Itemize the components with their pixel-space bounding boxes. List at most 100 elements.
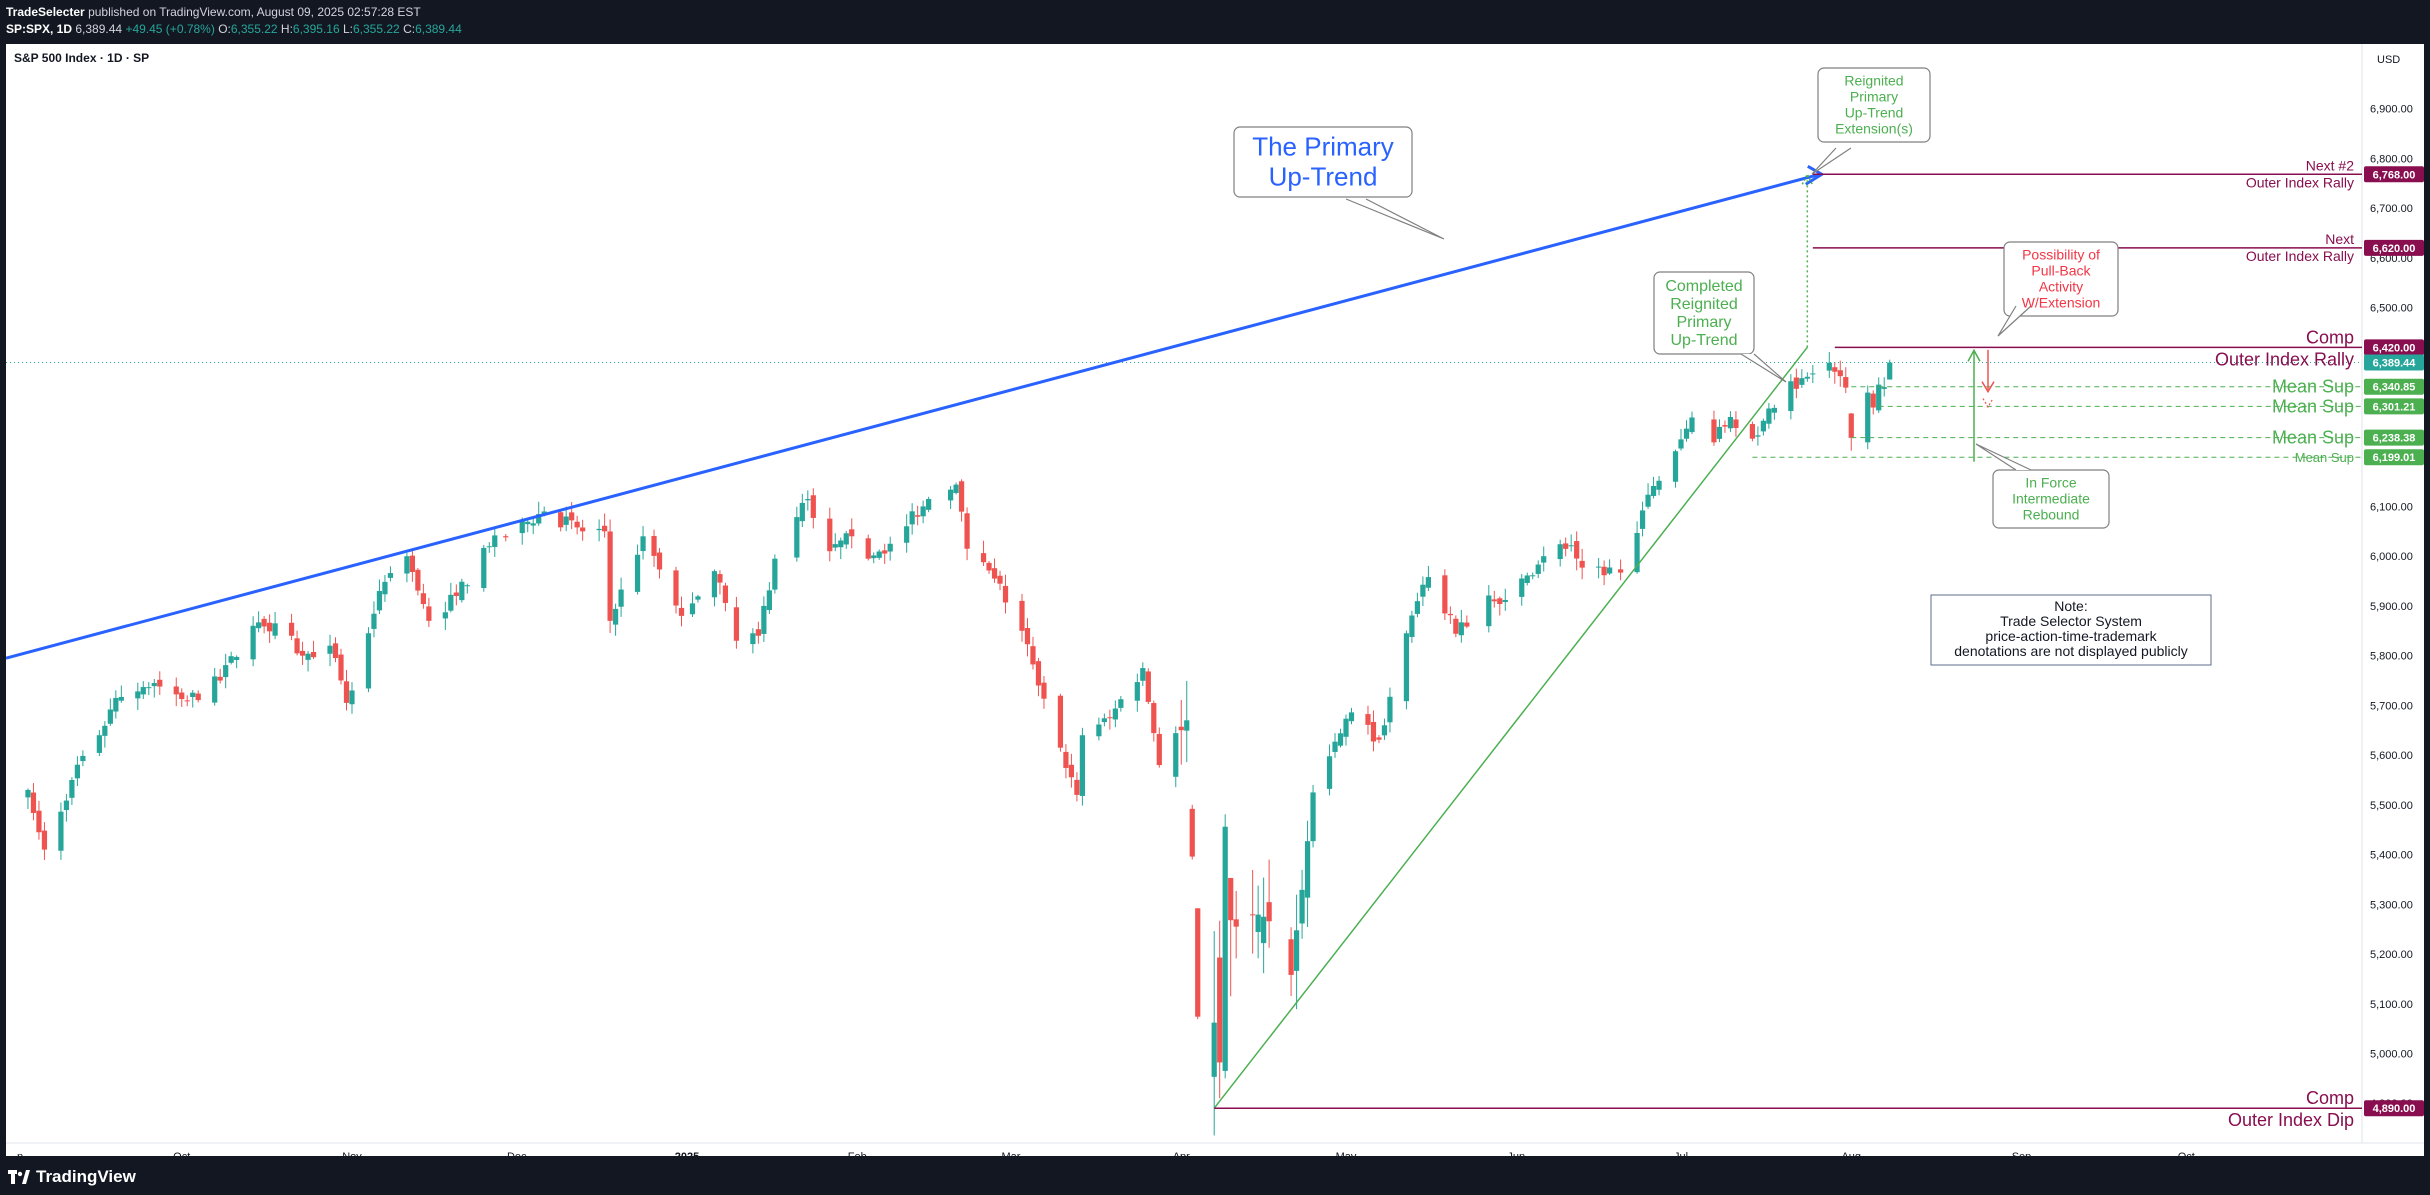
candle: [964, 507, 970, 561]
candle-body: [525, 521, 531, 525]
candle: [1887, 359, 1893, 380]
candle: [294, 630, 300, 656]
candle-body: [1843, 377, 1849, 388]
candle-body: [503, 536, 509, 538]
candle: [1848, 412, 1854, 451]
candle-body: [1870, 393, 1876, 408]
candle: [217, 668, 223, 684]
candle-body: [1596, 566, 1602, 568]
candle-body: [195, 693, 201, 701]
reignited-extension-callout-text: Primary: [1850, 88, 1898, 104]
candle-body: [376, 591, 383, 611]
candle: [69, 777, 75, 805]
completed-callout-text: Up-Trend: [1671, 332, 1738, 349]
candle: [1788, 374, 1794, 420]
candle-body: [1074, 779, 1080, 795]
level-price-tag: [2364, 429, 2424, 446]
candle-body: [1304, 841, 1311, 898]
y-tick-label: 5,500.00: [2370, 800, 2413, 812]
publisher-name[interactable]: TradeSelecter: [6, 5, 85, 19]
candle: [794, 506, 800, 562]
candle-body: [1442, 575, 1448, 614]
tradingview-brand: TradingView: [36, 1167, 136, 1186]
candle: [1250, 869, 1256, 954]
candle: [1332, 733, 1338, 758]
candle: [1563, 537, 1569, 557]
candle-body: [1293, 930, 1300, 971]
last-price: 6,389.44: [75, 22, 123, 36]
y-tick-label: 6,000.00: [2370, 551, 2413, 563]
candle: [1601, 560, 1607, 586]
candle: [80, 750, 86, 767]
y-tick-label: 6,700.00: [2370, 203, 2413, 215]
last-price-tag: [2364, 354, 2424, 371]
candle: [1079, 727, 1086, 806]
candle-body: [717, 574, 723, 583]
candle: [1387, 687, 1393, 733]
candle-body: [1348, 712, 1355, 722]
candle: [107, 698, 113, 726]
chart-area[interactable]: S&P 500 Index · 1D · SPUSD4,900.005,000.…: [6, 44, 2424, 1156]
level-price-tag: [2364, 239, 2424, 256]
candle-body: [1749, 424, 1756, 439]
pullback-dotted-arrowhead: [1982, 398, 1994, 409]
in-force-arrowhead: [1967, 348, 1981, 362]
candle-body: [179, 692, 185, 700]
candle: [947, 485, 954, 509]
candle-body: [310, 652, 317, 658]
candle-body: [173, 686, 179, 695]
candle: [1464, 615, 1470, 629]
candle-body: [1832, 367, 1838, 372]
candle-body: [865, 538, 871, 559]
candle-body: [1250, 914, 1256, 916]
candle-body: [1414, 601, 1421, 614]
candle-body: [1222, 826, 1228, 1071]
candle-body: [536, 514, 542, 524]
level-label-bottom: Outer Index Rally: [2215, 349, 2354, 369]
candle-body: [882, 550, 888, 554]
candle-body: [223, 665, 229, 678]
candle: [805, 490, 811, 511]
candle-body: [871, 555, 877, 559]
candle: [1870, 390, 1876, 415]
candle: [958, 479, 965, 522]
candle: [1524, 572, 1530, 586]
candle: [558, 509, 564, 532]
candle: [250, 616, 256, 667]
close-value: 6,389.44: [415, 22, 462, 36]
candle: [832, 533, 838, 552]
candle: [195, 690, 201, 703]
candle: [766, 582, 772, 614]
candle-body: [651, 535, 657, 556]
candle-body: [953, 484, 959, 494]
price-chart[interactable]: S&P 500 Index · 1D · SPUSD4,900.005,000.…: [6, 44, 2424, 1156]
y-tick-label: 6,500.00: [2370, 303, 2413, 315]
note-box-border: [1930, 594, 2212, 666]
candle: [442, 601, 448, 630]
candle: [1749, 421, 1756, 442]
candle-body: [1079, 735, 1086, 796]
candle-body: [1030, 646, 1036, 665]
candle: [1639, 501, 1646, 537]
candle-body: [1579, 560, 1585, 568]
completed-callout-text: Completed: [1665, 278, 1742, 295]
level-price-tag: [2364, 1100, 2424, 1117]
candle-body: [305, 653, 311, 660]
candle-body: [904, 526, 910, 543]
candle: [1574, 531, 1580, 571]
x-tick-label: Sep: [2012, 1151, 2032, 1156]
completed-callout-pointer: [1740, 353, 1787, 383]
candle-body: [1716, 426, 1723, 439]
y-tick-label: 5,400.00: [2370, 850, 2413, 862]
candle-body: [113, 697, 119, 712]
candle-body: [250, 625, 256, 660]
candle-body: [1645, 494, 1651, 507]
candle-body: [1447, 613, 1453, 616]
candle-body: [947, 489, 954, 501]
candle: [376, 579, 383, 615]
candle-body: [794, 517, 800, 558]
candle-body: [382, 581, 388, 595]
candle: [882, 543, 888, 564]
tradingview-logo[interactable]: TradingView: [8, 1167, 136, 1187]
candle-body: [1607, 567, 1613, 574]
